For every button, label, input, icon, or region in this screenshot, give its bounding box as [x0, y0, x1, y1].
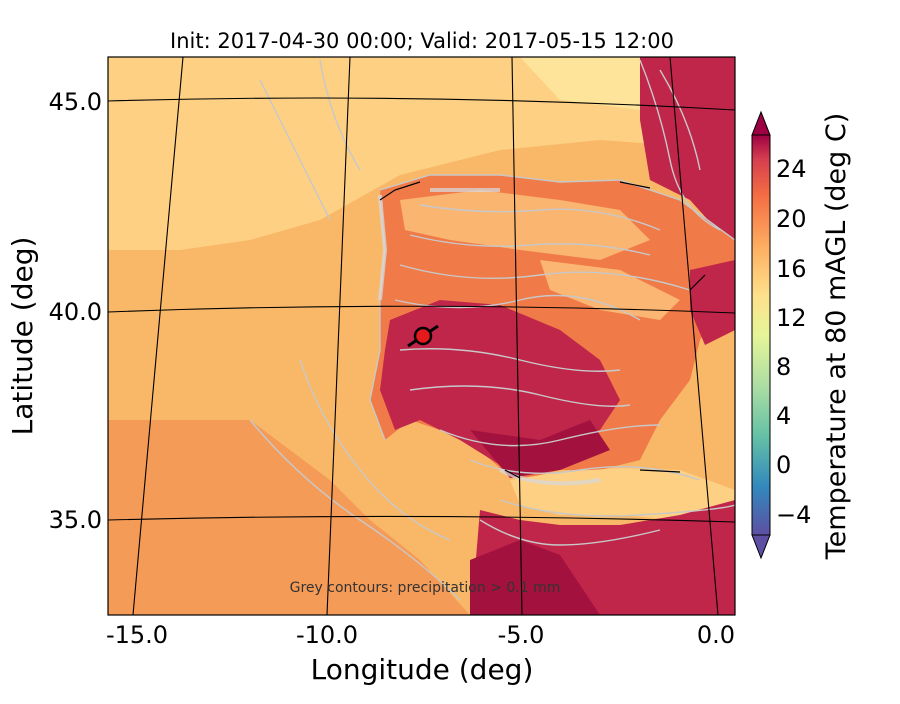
y-tick-labels: 45.0 40.0 35.0	[49, 88, 102, 534]
x-tick-label-0: 0.0	[697, 621, 735, 649]
land-hot-southwest	[380, 300, 620, 465]
y-tick-label-40: 40.0	[49, 298, 102, 326]
ocean-warm-region	[108, 420, 470, 615]
colorbar-tick-16: 16	[776, 255, 807, 283]
sea-alboran	[510, 468, 735, 520]
ocean-cool-region	[108, 57, 735, 250]
x-tick-label-m5: -5.0	[498, 621, 545, 649]
precipitation-heavy-contours	[378, 188, 601, 486]
land-hot-east	[690, 260, 735, 345]
precip-annotation: Grey contours: precipitation > 0.1 mm	[290, 580, 561, 596]
x-axis-label: Longitude (deg)	[311, 653, 534, 686]
colorbar-gradient	[751, 134, 771, 536]
colorbar-tick-24: 24	[776, 155, 807, 183]
land-africa-hot	[470, 540, 600, 615]
station-marker[interactable]	[407, 324, 439, 348]
land-hottest-south	[470, 420, 610, 478]
y-axis-label: Latitude (deg)	[6, 237, 39, 436]
y-tick-label-35: 35.0	[49, 506, 102, 534]
chart-title: Init: 2017-04-30 00:00; Valid: 2017-05-1…	[170, 29, 674, 53]
colorbar-tick-0: 0	[776, 451, 791, 479]
x-tick-label-m15: -15.0	[106, 621, 168, 649]
land-france	[640, 57, 735, 250]
colorbar-label: Temperature at 80 mAGL (deg C)	[821, 113, 852, 561]
y-tick-label-45: 45.0	[49, 88, 102, 116]
colorbar-min-arrow	[751, 534, 771, 560]
colorbar: 24 20 16 12 8 4 0 −4 Temperature at 80 m…	[751, 110, 852, 561]
colorbar-tick-8: 8	[776, 353, 791, 381]
colorbar-tick-4: 4	[776, 402, 791, 430]
colorbar-ticks: 24 20 16 12 8 4 0 −4	[776, 155, 811, 529]
land-cool-north	[400, 190, 650, 260]
colorbar-tick-12: 12	[776, 304, 807, 332]
map-plot-area: Grey contours: precipitation > 0.1 mm	[108, 57, 735, 615]
colorbar-tick-m4: −4	[776, 501, 811, 529]
coastline	[379, 181, 706, 479]
land-cool-central	[540, 260, 680, 320]
x-tick-labels: -15.0 -10.0 -5.0 0.0	[106, 621, 735, 649]
graticule	[108, 57, 735, 615]
map-frame	[107, 56, 736, 616]
colorbar-max-arrow	[751, 110, 771, 136]
colorbar-tick-20: 20	[776, 205, 807, 233]
x-tick-label-m10: -10.0	[296, 621, 358, 649]
